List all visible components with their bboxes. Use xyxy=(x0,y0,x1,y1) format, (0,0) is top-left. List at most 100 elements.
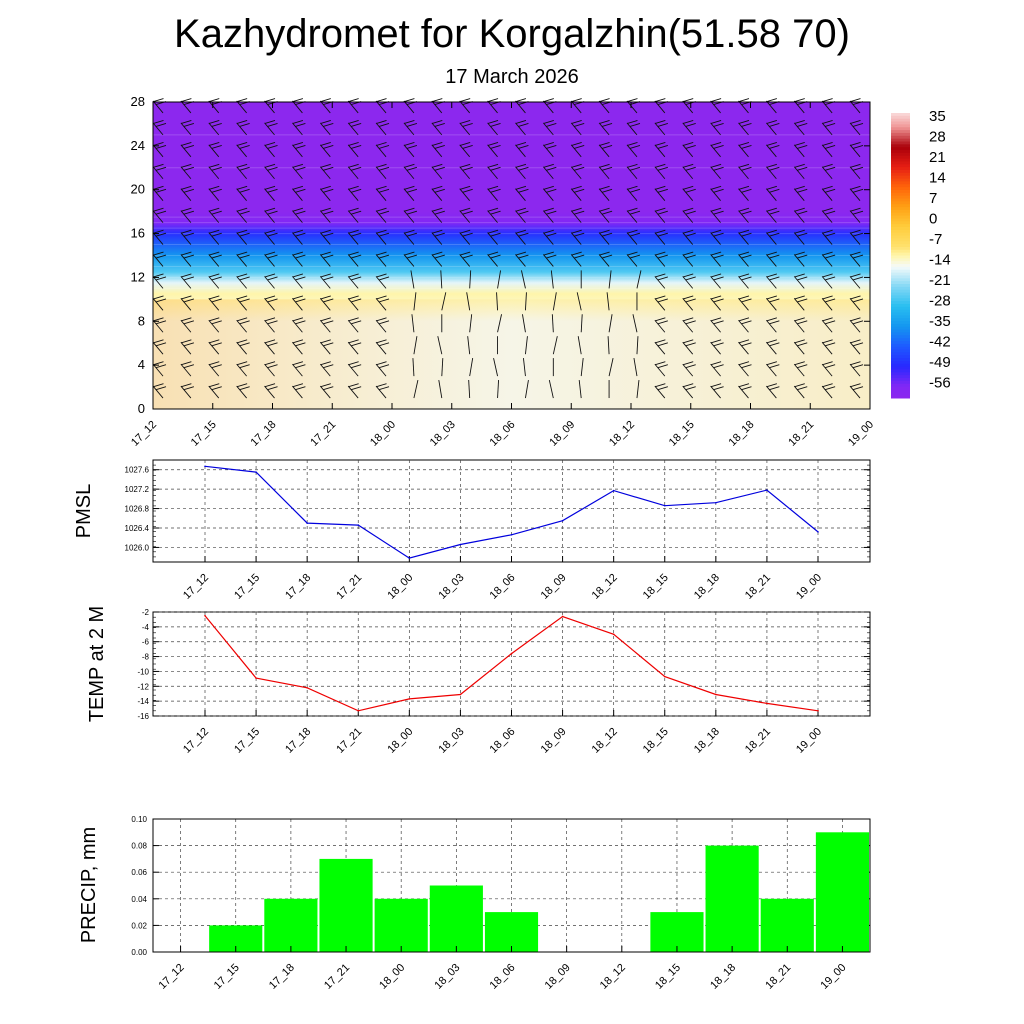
y-tick-label: 0.06 xyxy=(131,868,147,877)
y-tick-label: 0.10 xyxy=(131,815,147,824)
wind-barb-flag xyxy=(657,254,668,259)
wind-barb-flag xyxy=(432,229,443,234)
wind-barb xyxy=(710,319,721,333)
colorbar-segment xyxy=(891,301,910,305)
wind-barb-flag xyxy=(462,166,473,171)
y-tick-label: 1027.6 xyxy=(125,466,150,475)
temp-2m-data-point xyxy=(204,614,206,617)
colorbar-label: 35 xyxy=(929,108,946,125)
wind-barb xyxy=(403,144,415,158)
wind-barb-flag xyxy=(292,98,304,102)
wind-barb-flag xyxy=(518,123,529,127)
wind-barb xyxy=(793,210,805,223)
wind-barb-flag xyxy=(320,295,331,300)
wind-barb xyxy=(319,188,331,201)
wind-barb-flag xyxy=(292,317,304,322)
wind-barb-flag xyxy=(351,144,362,149)
colorbar-label: -35 xyxy=(929,313,951,330)
wind-barb xyxy=(403,188,415,201)
x-tick-label: 18_09 xyxy=(547,419,577,449)
wind-barb-flag xyxy=(155,210,167,215)
wind-barb-flag xyxy=(824,144,836,149)
wind-barb-flag xyxy=(683,295,694,300)
wind-barb-flag xyxy=(518,188,529,193)
y-tick-label: 1026.4 xyxy=(125,524,150,533)
y-tick-label: -12 xyxy=(137,682,149,691)
wind-barb xyxy=(347,254,359,267)
wind-barb-flag xyxy=(239,254,250,259)
wind-barb xyxy=(598,254,610,267)
pmsl-data-point xyxy=(306,522,308,524)
wind-barb-flag xyxy=(490,188,501,193)
wind-barb-flag xyxy=(292,295,304,300)
wind-barb xyxy=(487,232,498,245)
wind-barb xyxy=(487,122,498,136)
wind-barb xyxy=(347,298,359,311)
wind-barb-flag xyxy=(211,188,222,193)
wind-barb-flag xyxy=(460,141,471,146)
wind-barb-flag xyxy=(267,144,278,149)
wind-barb-flag xyxy=(432,185,443,190)
wind-barb xyxy=(180,210,192,223)
wind-barb xyxy=(598,210,610,223)
x-tick-label: 17_21 xyxy=(334,726,364,756)
wind-barb-flag xyxy=(769,386,780,391)
wind-barb-flag xyxy=(295,386,306,391)
wind-barb-flag xyxy=(852,123,864,127)
wind-barb-flag xyxy=(183,320,195,325)
wind-barb xyxy=(375,122,387,136)
wind-barb-flag xyxy=(655,361,666,366)
wind-barb xyxy=(292,232,303,245)
x-tick-label: 18_18 xyxy=(708,962,738,992)
wind-barb-flag xyxy=(237,251,248,256)
wind-barb-flag xyxy=(738,273,750,278)
wind-barb-flag xyxy=(432,98,443,102)
wind-barb xyxy=(403,232,415,245)
wind-barb-flag xyxy=(571,207,582,212)
x-tick-label: 17_12 xyxy=(181,572,211,602)
wind-barb-flag xyxy=(574,188,585,193)
pmsl-data-point xyxy=(255,471,257,473)
wind-barb-flag xyxy=(348,120,359,124)
colorbar-segment xyxy=(891,170,910,174)
colorbar-segment xyxy=(891,284,910,288)
wind-barb-flag xyxy=(487,185,499,190)
wind-barb-flag xyxy=(432,207,443,212)
precip-frame-border xyxy=(152,818,871,953)
x-tick-label: 18_00 xyxy=(385,572,415,602)
wind-barb-flag xyxy=(292,361,304,366)
wind-barb-flag xyxy=(267,188,278,193)
wind-barb xyxy=(468,380,471,399)
wind-barb-flag xyxy=(153,163,164,168)
wind-barb-flag xyxy=(378,298,390,303)
wind-barb-flag xyxy=(769,364,780,369)
wind-barb-flag xyxy=(237,185,248,190)
wind-barb-flag xyxy=(822,141,833,146)
wind-barb-flag xyxy=(710,339,722,344)
wind-barb-flag xyxy=(850,163,861,168)
wind-barb xyxy=(264,122,275,136)
wind-barb xyxy=(793,276,805,289)
wind-barb-flag xyxy=(323,188,334,193)
wind-barb-flag xyxy=(655,251,666,256)
wind-barb-flag xyxy=(741,123,752,127)
x-tick-label: 18_12 xyxy=(607,419,637,449)
wind-barb xyxy=(375,276,387,289)
colorbar-segment xyxy=(891,286,910,291)
wind-barb xyxy=(521,270,526,289)
wind-barb-flag xyxy=(685,320,696,325)
wind-barb-flag xyxy=(515,251,527,256)
y-tick-label: 12 xyxy=(131,269,145,284)
wind-barb-flag xyxy=(713,232,724,237)
wind-barb-flag xyxy=(209,185,220,190)
wind-barb-flag xyxy=(462,232,473,237)
wind-barb-flag xyxy=(546,210,557,215)
wind-barb xyxy=(626,210,638,223)
wind-barb-flag xyxy=(183,188,195,193)
wind-barb xyxy=(738,319,749,333)
wind-barb xyxy=(264,276,275,289)
wind-barb-flag xyxy=(292,339,304,344)
wind-barb-flag xyxy=(376,339,387,344)
wind-barb-flag xyxy=(155,166,167,171)
wind-barb-flag xyxy=(543,207,554,212)
